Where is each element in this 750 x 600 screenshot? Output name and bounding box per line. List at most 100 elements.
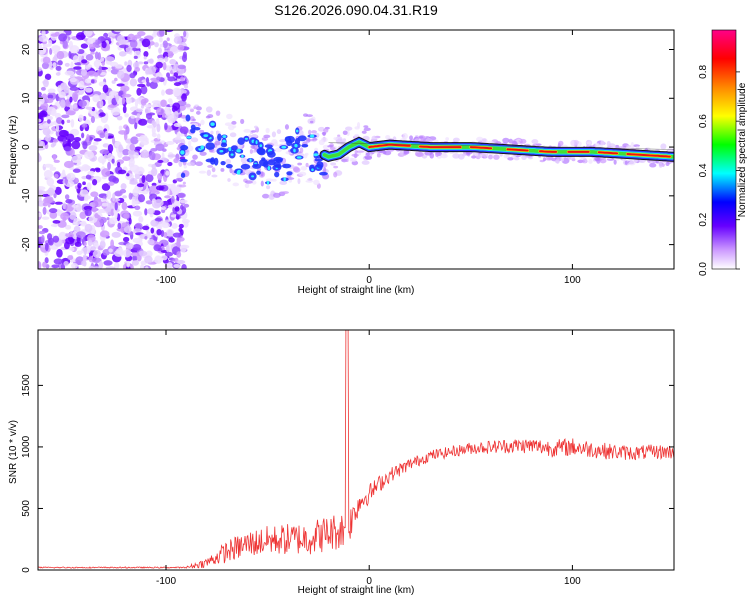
spectrogram-noise-blob bbox=[42, 206, 47, 215]
spectrogram-y-tick-label: 0 bbox=[21, 144, 32, 150]
spectrogram-noise-blob bbox=[154, 42, 159, 48]
spectrogram-noise-blob bbox=[71, 204, 79, 208]
spectrogram-noise-blob bbox=[143, 56, 147, 60]
spectrogram-ridge-halo bbox=[311, 130, 317, 134]
spectrogram-noise-blob bbox=[162, 40, 168, 49]
spectrogram-noise-blob bbox=[160, 206, 166, 211]
spectrogram-noise-blob bbox=[166, 37, 170, 42]
spectrogram-noise-blob bbox=[121, 222, 128, 228]
spectrogram-noise-blob bbox=[159, 43, 164, 48]
spectrogram-noise-blob bbox=[110, 68, 120, 75]
spectrogram-frame bbox=[37, 29, 675, 270]
spectrogram-noise-blob bbox=[147, 207, 155, 215]
spectrogram-ridge-halo bbox=[225, 158, 231, 165]
spectrogram-noise-blob bbox=[130, 136, 139, 145]
spectrogram-noise-blob bbox=[82, 181, 86, 186]
spectrogram-ridge-halo bbox=[356, 150, 365, 153]
spectrogram-blue-spot bbox=[190, 128, 196, 134]
spectrogram-noise-blob bbox=[164, 195, 171, 199]
spectrogram-noise-blob bbox=[55, 65, 62, 71]
spectrogram-noise-blob bbox=[103, 260, 113, 266]
spectrogram-noise-blob bbox=[44, 257, 49, 264]
spectrogram-ridge-halo bbox=[205, 106, 213, 113]
spectrogram-ridge-halo bbox=[658, 163, 663, 168]
spectrogram-noise-blob bbox=[63, 85, 70, 94]
spectrogram-ridge-halo bbox=[507, 157, 514, 161]
spectrogram-noise-blob bbox=[144, 235, 148, 240]
spectrogram-ridge-halo bbox=[249, 149, 253, 154]
spectrogram-noise-blob bbox=[38, 91, 42, 97]
spectrogram-noise-blob bbox=[140, 98, 147, 106]
spectrogram-noise-blob bbox=[65, 237, 75, 245]
spectrogram-noise-blob bbox=[183, 221, 189, 228]
spectrogram-noise-blob bbox=[90, 51, 95, 55]
spectrogram-ridge-halo bbox=[327, 144, 334, 148]
spectrogram-noise-blob bbox=[153, 199, 164, 207]
spectrogram-ridge-halo bbox=[660, 143, 667, 150]
spectrogram-noise-blob bbox=[125, 242, 134, 249]
snr-x-axis-label: Height of straight line (km) bbox=[298, 585, 415, 596]
spectrogram-ridge-halo bbox=[186, 162, 195, 167]
spectrogram-blue-spot bbox=[301, 143, 309, 148]
spectrogram-noise-blob bbox=[54, 186, 62, 196]
spectrogram-noise-blob bbox=[124, 113, 129, 118]
spectrogram-noise-blob bbox=[38, 97, 45, 105]
spectrogram-noise-blob bbox=[177, 44, 185, 51]
spectrogram-noise-blob bbox=[101, 168, 111, 178]
spectrogram-ridge-halo bbox=[570, 140, 575, 146]
spectrogram-y-axis-label: Frequency (Hz) bbox=[8, 116, 19, 185]
spectrogram-noise-blob bbox=[174, 206, 180, 212]
spectrogram-noise-blob bbox=[93, 59, 101, 68]
spectrogram-noise-blob bbox=[85, 174, 92, 180]
spectrogram-noise-blob bbox=[65, 199, 73, 204]
snr-series-line bbox=[38, 330, 674, 569]
spectrogram-noise-blob bbox=[165, 170, 170, 176]
spectrogram-ridge-halo bbox=[342, 138, 347, 142]
spectrogram-noise-blob bbox=[173, 82, 182, 87]
spectrogram-noise-blob bbox=[179, 126, 189, 135]
spectrogram-cyan-spot bbox=[283, 177, 286, 182]
spectrogram-ridge-halo bbox=[363, 127, 371, 132]
spectrogram-noise-blob bbox=[169, 59, 177, 65]
spectrogram-noise-blob bbox=[76, 250, 83, 256]
spectrogram-noise-blob bbox=[52, 62, 57, 68]
spectrogram-blue-spot bbox=[314, 158, 323, 162]
spectrogram-noise-blob bbox=[69, 211, 77, 220]
spectrogram-noise-blob bbox=[152, 121, 157, 128]
spectrogram-noise-blob bbox=[128, 158, 135, 166]
spectrogram-noise-blob bbox=[56, 117, 63, 125]
spectrogram-cyan-spot bbox=[259, 144, 263, 148]
spectrogram-noise-blob bbox=[86, 134, 90, 143]
spectrogram-noise-blob bbox=[145, 77, 150, 84]
spectrogram-x-ticks: -100 0 100 bbox=[156, 30, 581, 286]
spectrogram-noise-blob bbox=[77, 182, 82, 189]
spectrogram-ridge-halo bbox=[227, 178, 231, 182]
snr-y-tick-label: 0 bbox=[21, 567, 32, 573]
spectrogram-noise-blob bbox=[151, 100, 162, 104]
spectrogram-noise-blob bbox=[85, 106, 93, 110]
spectrogram-blue-spot bbox=[220, 142, 228, 148]
spectrogram-ridge-red bbox=[597, 151, 619, 155]
spectrogram-y-tick-label: 10 bbox=[21, 92, 32, 104]
spectrogram-noise-blob bbox=[84, 209, 92, 217]
spectrogram-noise-blob bbox=[65, 110, 76, 116]
spectrogram-noise-blob bbox=[114, 77, 118, 82]
spectrogram-ridge-halo bbox=[577, 159, 586, 163]
spectrogram-noise-blob bbox=[180, 114, 187, 119]
spectrogram-noise-blob bbox=[177, 192, 186, 199]
spectrogram-ridge-halo bbox=[488, 154, 493, 160]
spectrogram-noise-blob bbox=[153, 30, 157, 36]
spectrogram-noise-blob bbox=[158, 221, 162, 230]
spectrogram-noise-blob bbox=[64, 62, 70, 67]
spectrogram-noise-blob bbox=[98, 92, 107, 102]
spectrogram-ridge-halo bbox=[588, 159, 593, 164]
spectrogram-noise-blob bbox=[70, 118, 75, 128]
spectrogram-noise-blob bbox=[181, 264, 187, 269]
snr-y-ticks: 0 500 1000 1500 bbox=[21, 374, 674, 573]
spectrogram-ridge-halo bbox=[273, 192, 281, 198]
spectrogram-noise-blob bbox=[63, 261, 69, 266]
spectrogram-noise-blob bbox=[181, 54, 188, 63]
spectrogram-ridge-halo bbox=[312, 138, 318, 141]
spectrogram-cyan-spot bbox=[236, 149, 241, 153]
